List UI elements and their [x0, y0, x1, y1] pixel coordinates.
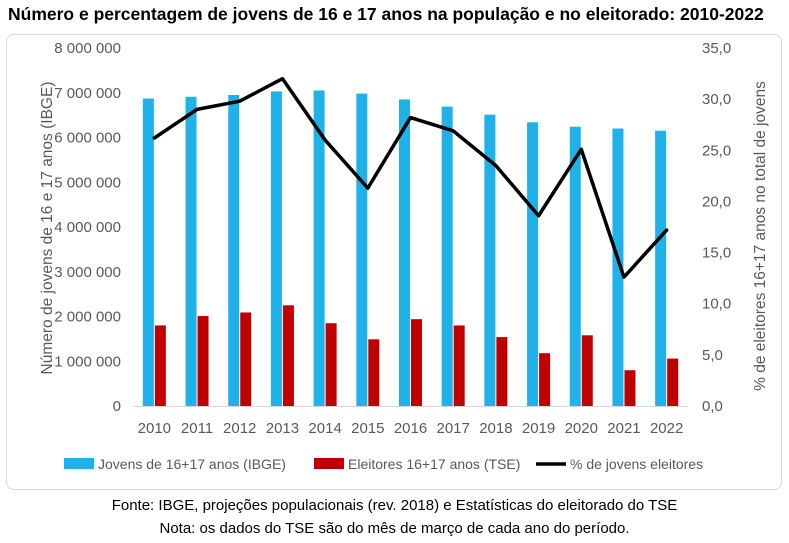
- bar-ibge: [612, 128, 624, 407]
- x-tick-label: 2012: [223, 420, 256, 437]
- bar-ibge: [441, 106, 453, 406]
- y-tick-label: 2 000 000: [54, 309, 121, 326]
- bar-ibge: [270, 91, 282, 406]
- x-tick-label: 2018: [479, 420, 512, 437]
- x-tick-label: 2014: [308, 420, 341, 437]
- bar-ibge: [655, 130, 667, 406]
- bar-tse: [325, 323, 337, 406]
- bar-tse: [539, 353, 551, 406]
- bars: [142, 90, 679, 407]
- x-tick-label: 2019: [522, 420, 555, 437]
- line-percent: [152, 76, 669, 279]
- footnote-source: Fonte: IBGE, projeções populacionais (re…: [111, 497, 678, 514]
- bar-ibge: [142, 98, 154, 406]
- y2-tick-label: 5,0: [702, 347, 723, 364]
- bar-ibge: [527, 122, 539, 406]
- chart-panel: [6, 34, 782, 490]
- x-tick-label: 2015: [351, 420, 384, 437]
- legend-label: Jovens de 16+17 anos (IBGE): [98, 456, 286, 472]
- bar-ibge: [399, 99, 410, 407]
- chart-title: Número e percentagem de jovens de 16 e 1…: [8, 4, 764, 24]
- y2-tick-label: 10,0: [702, 296, 731, 313]
- bar-ibge: [313, 90, 325, 406]
- bar-ibge: [185, 96, 197, 406]
- bar-ibge: [484, 114, 496, 407]
- y2-tick-label: 0,0: [702, 398, 723, 415]
- y2-tick-label: 30,0: [702, 91, 731, 108]
- line-series: [152, 76, 669, 279]
- bar-tse: [411, 319, 422, 406]
- bar-tse: [240, 312, 252, 406]
- y2-tick-label: 15,0: [702, 245, 731, 262]
- bar-tse: [197, 316, 209, 406]
- y-axis-label: Número de jovens de 16 e 17 anos (IBGE): [39, 82, 56, 375]
- x-tick-label: 2020: [565, 420, 598, 437]
- right-axis-ticks: 0,0 5,0 10,0 15,0 20,0 25,0 30,0 35,0: [702, 40, 731, 415]
- legend-label: Eleitores 16+17 anos (TSE): [348, 456, 520, 472]
- bar-tse: [453, 325, 465, 406]
- legend-swatch: [64, 458, 94, 469]
- x-tick-label: 2010: [138, 420, 171, 437]
- y-tick-label: 0: [113, 398, 121, 415]
- y-tick-label: 8 000 000: [54, 40, 121, 57]
- bar-ibge: [569, 126, 581, 406]
- legend: Jovens de 16+17 anos (IBGE) Eleitores 16+…: [64, 456, 703, 472]
- y-tick-label: 3 000 000: [54, 264, 121, 281]
- y2-tick-label: 35,0: [702, 40, 731, 57]
- bar-tse: [581, 335, 593, 406]
- bar-tse: [624, 370, 636, 406]
- bar-tse: [282, 305, 294, 406]
- x-tick-label: 2017: [437, 420, 470, 437]
- x-axis-ticks: 2010 2011 2012 2013 2014 2015 2016 2017 2018 2019…: [138, 420, 684, 437]
- y-tick-label: 4 000 000: [54, 219, 121, 236]
- bar-tse: [667, 358, 679, 406]
- y-tick-label: 7 000 000: [54, 85, 121, 102]
- x-tick-label: 2016: [394, 420, 427, 437]
- y-tick-label: 6 000 000: [54, 130, 121, 147]
- legend-swatch: [314, 458, 344, 469]
- x-tick-label: 2011: [181, 420, 213, 437]
- y-tick-label: 1 000 000: [54, 353, 121, 370]
- x-tick-label: 2022: [650, 420, 683, 437]
- bar-tse: [154, 325, 166, 406]
- bar-ibge: [356, 93, 368, 407]
- y-tick-label: 5 000 000: [54, 174, 121, 191]
- left-axis-ticks: 0 1 000 000 2 000 000 3 000 000 4 000 000 5 0…: [54, 40, 121, 415]
- x-tick-label: 2013: [266, 420, 299, 437]
- bar-tse: [496, 337, 508, 406]
- bar-ibge: [228, 94, 240, 407]
- y2-tick-label: 20,0: [702, 193, 731, 210]
- footnote-note: Nota: os dados do TSE são do mês de març…: [159, 520, 630, 537]
- y2-axis-label: % de eleitores 16+17 anos no total de jo…: [752, 81, 769, 391]
- bar-tse: [368, 339, 380, 406]
- x-tick-label: 2021: [607, 420, 640, 437]
- y2-tick-label: 25,0: [702, 142, 731, 159]
- legend-label: % de jovens eleitores: [570, 456, 703, 472]
